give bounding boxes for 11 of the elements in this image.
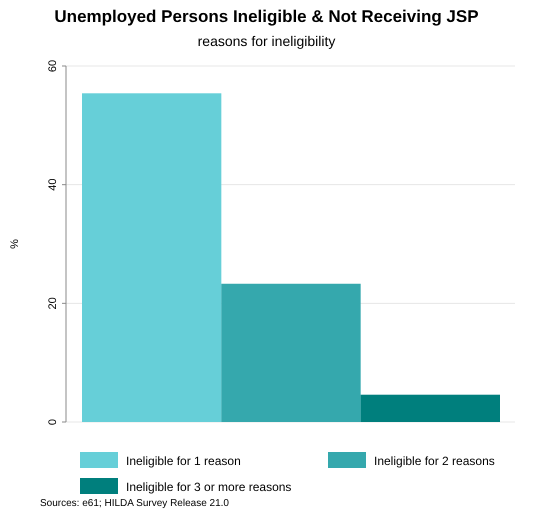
y-tick-label: 60 <box>47 60 59 72</box>
y-tick-label: 20 <box>47 297 59 310</box>
y-tick-label: 40 <box>47 178 59 191</box>
source-note: Sources: e61; HILDA Survey Release 21.0 <box>40 498 230 509</box>
chart-subtitle: reasons for ineligibility <box>198 33 336 49</box>
y-tick-label: 0 <box>47 418 59 426</box>
legend-label: Ineligible for 2 reasons <box>374 454 495 468</box>
legend-label: Ineligible for 1 reason <box>126 454 241 468</box>
legend-label: Ineligible for 3 or more reasons <box>126 480 292 494</box>
chart-title: Unemployed Persons Ineligible & Not Receiving JSP <box>54 7 479 26</box>
y-axis-title: % <box>9 238 21 249</box>
